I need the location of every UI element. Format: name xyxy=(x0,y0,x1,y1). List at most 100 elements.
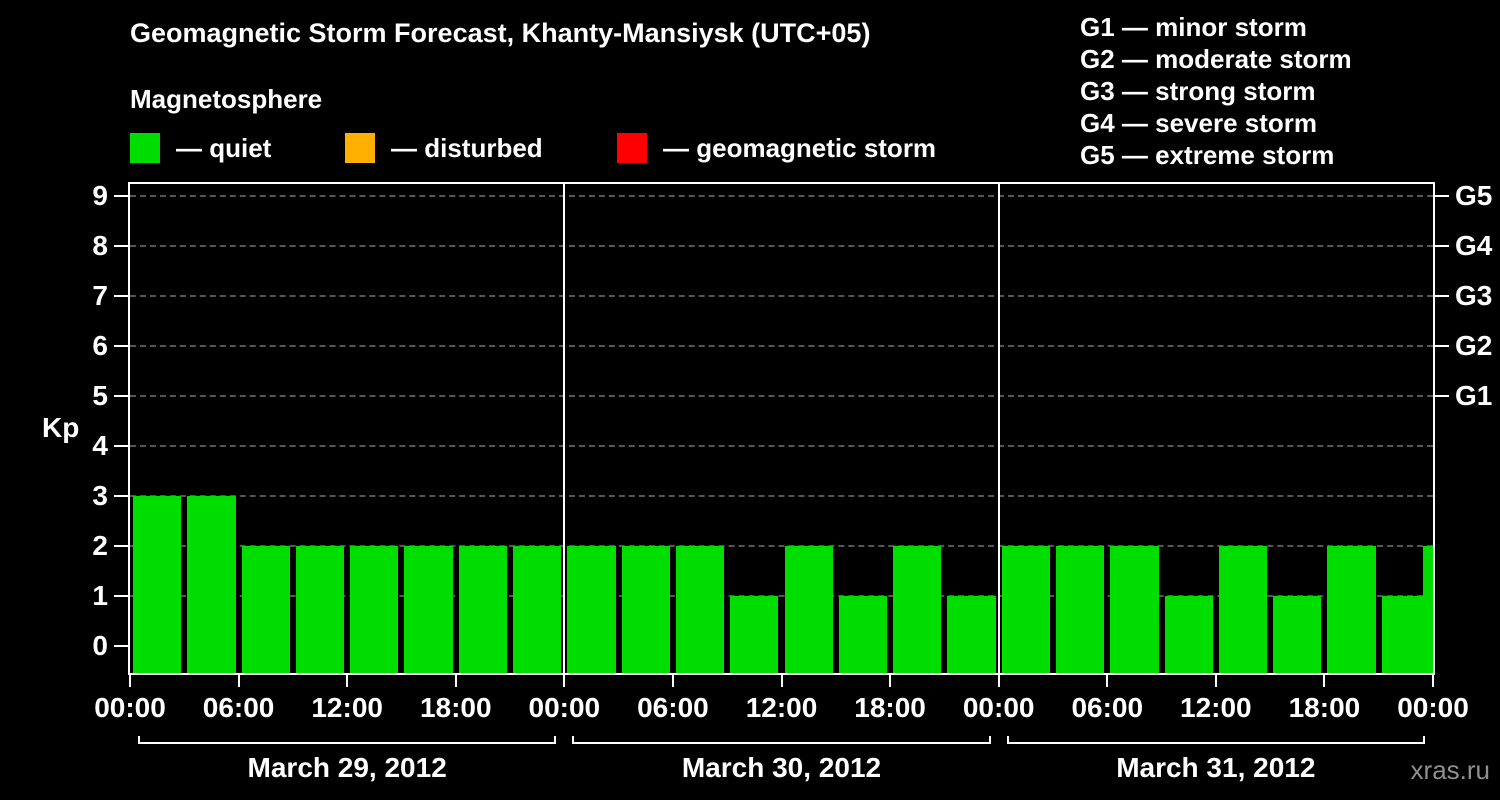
x-tick-label: 12:00 xyxy=(745,692,818,723)
x-tick-label: 00:00 xyxy=(528,692,601,723)
y-tick xyxy=(114,245,128,247)
kp-bar xyxy=(1055,546,1105,673)
x-tick xyxy=(454,675,457,687)
kp-bar xyxy=(1273,596,1322,673)
y-axis-label: Kp xyxy=(42,412,80,443)
grid-line xyxy=(130,495,1433,497)
g-scale-item: G4 — severe storm xyxy=(1080,108,1318,138)
watermark: xras.ru xyxy=(1410,755,1490,785)
day-separator xyxy=(997,184,1000,673)
kp-bar xyxy=(513,546,562,673)
kp-bar xyxy=(1218,546,1268,673)
y-tick-label: 1 xyxy=(92,580,108,611)
date-bracket xyxy=(138,736,557,744)
kp-bar xyxy=(1110,546,1159,673)
kp-bar xyxy=(1327,546,1376,673)
y-tick xyxy=(114,645,128,647)
grid-line xyxy=(130,445,1433,447)
x-tick xyxy=(889,675,892,687)
g-axis-tick xyxy=(1435,345,1449,347)
legend-label-storm: — geomagnetic storm xyxy=(663,133,937,163)
kp-bar-partial xyxy=(1423,546,1433,673)
x-tick xyxy=(1432,675,1434,687)
g-scale-item: G2 — moderate storm xyxy=(1080,44,1352,74)
kp-bar xyxy=(621,546,670,673)
y-tick xyxy=(114,545,128,547)
g-axis-label: G3 xyxy=(1455,280,1493,311)
x-tick-label: 06:00 xyxy=(637,692,709,723)
x-tick-label: 00:00 xyxy=(1397,692,1469,723)
date-label: March 31, 2012 xyxy=(1116,752,1316,783)
legend-swatch-disturbed xyxy=(345,133,375,163)
y-tick-label: 3 xyxy=(92,480,108,511)
g-axis-tick xyxy=(1435,395,1449,397)
x-tick-label: 18:00 xyxy=(419,692,492,723)
x-tick-label: 00:00 xyxy=(962,692,1035,723)
kp-bar xyxy=(295,546,345,673)
kp-bar xyxy=(404,546,453,673)
kp-bar xyxy=(675,546,725,673)
g-axis-label: G1 xyxy=(1455,380,1493,411)
kp-bar xyxy=(1381,596,1423,673)
kp-bar xyxy=(458,546,508,673)
g-scale-item: G1 — minor storm xyxy=(1080,12,1307,42)
plot-area xyxy=(128,182,1435,675)
date-bracket xyxy=(572,736,991,744)
grid-line xyxy=(130,295,1433,297)
legend-label-quiet: — quiet xyxy=(176,133,272,163)
x-tick xyxy=(1323,675,1326,687)
x-tick xyxy=(780,675,783,687)
kp-bar xyxy=(133,496,182,673)
date-label: March 30, 2012 xyxy=(681,752,882,783)
date-bracket xyxy=(1006,736,1425,744)
x-tick xyxy=(563,675,566,687)
y-tick-label: 9 xyxy=(92,180,108,211)
y-tick-label: 7 xyxy=(92,280,108,311)
x-tick-label: 12:00 xyxy=(1180,692,1252,723)
g-scale-item: G5 — extreme storm xyxy=(1080,140,1335,170)
g-axis-tick xyxy=(1435,245,1449,247)
kp-bar xyxy=(567,546,616,673)
x-tick xyxy=(129,675,131,687)
kp-bar xyxy=(1001,546,1050,673)
x-tick xyxy=(346,675,349,687)
g-axis-label: G4 xyxy=(1455,230,1493,261)
y-tick-label: 2 xyxy=(92,530,108,561)
x-tick-label: 18:00 xyxy=(854,692,926,723)
g-scale-item: G3 — strong storm xyxy=(1080,76,1316,106)
y-tick xyxy=(114,595,128,597)
x-tick-label: 00:00 xyxy=(94,692,166,723)
chart-title: Geomagnetic Storm Forecast, Khanty-Mansi… xyxy=(130,18,871,48)
kp-bar xyxy=(784,546,833,673)
x-tick xyxy=(1214,675,1217,687)
grid-line xyxy=(130,595,1433,597)
kp-bar xyxy=(187,496,236,673)
y-tick xyxy=(114,195,128,197)
kp-bar xyxy=(350,546,399,673)
y-tick-label: 8 xyxy=(92,230,108,261)
grid-line xyxy=(130,195,1433,197)
x-tick-label: 18:00 xyxy=(1288,692,1361,723)
y-tick-label: 6 xyxy=(92,330,108,361)
y-tick-label: 4 xyxy=(92,430,108,461)
kp-bar xyxy=(241,546,290,673)
x-tick-label: 12:00 xyxy=(311,692,383,723)
kp-bar xyxy=(1164,596,1213,673)
g-axis-label: G2 xyxy=(1455,330,1493,361)
x-tick xyxy=(997,675,1000,687)
y-tick-label: 0 xyxy=(92,630,108,661)
legend-label-disturbed: — disturbed xyxy=(391,133,543,163)
kp-bar xyxy=(947,596,996,673)
g-axis-label: G5 xyxy=(1455,180,1493,211)
g-axis-tick xyxy=(1435,295,1449,297)
x-tick xyxy=(1106,675,1109,687)
grid-line xyxy=(130,545,1433,547)
g-scale-legend: G1 — minor storm G2 — moderate storm G3 — … xyxy=(1080,12,1500,182)
y-tick xyxy=(114,395,128,397)
y-tick xyxy=(114,295,128,297)
grid-line xyxy=(130,245,1433,247)
day-separator xyxy=(563,184,566,673)
y-tick xyxy=(114,495,128,497)
date-label: March 29, 2012 xyxy=(247,752,447,783)
